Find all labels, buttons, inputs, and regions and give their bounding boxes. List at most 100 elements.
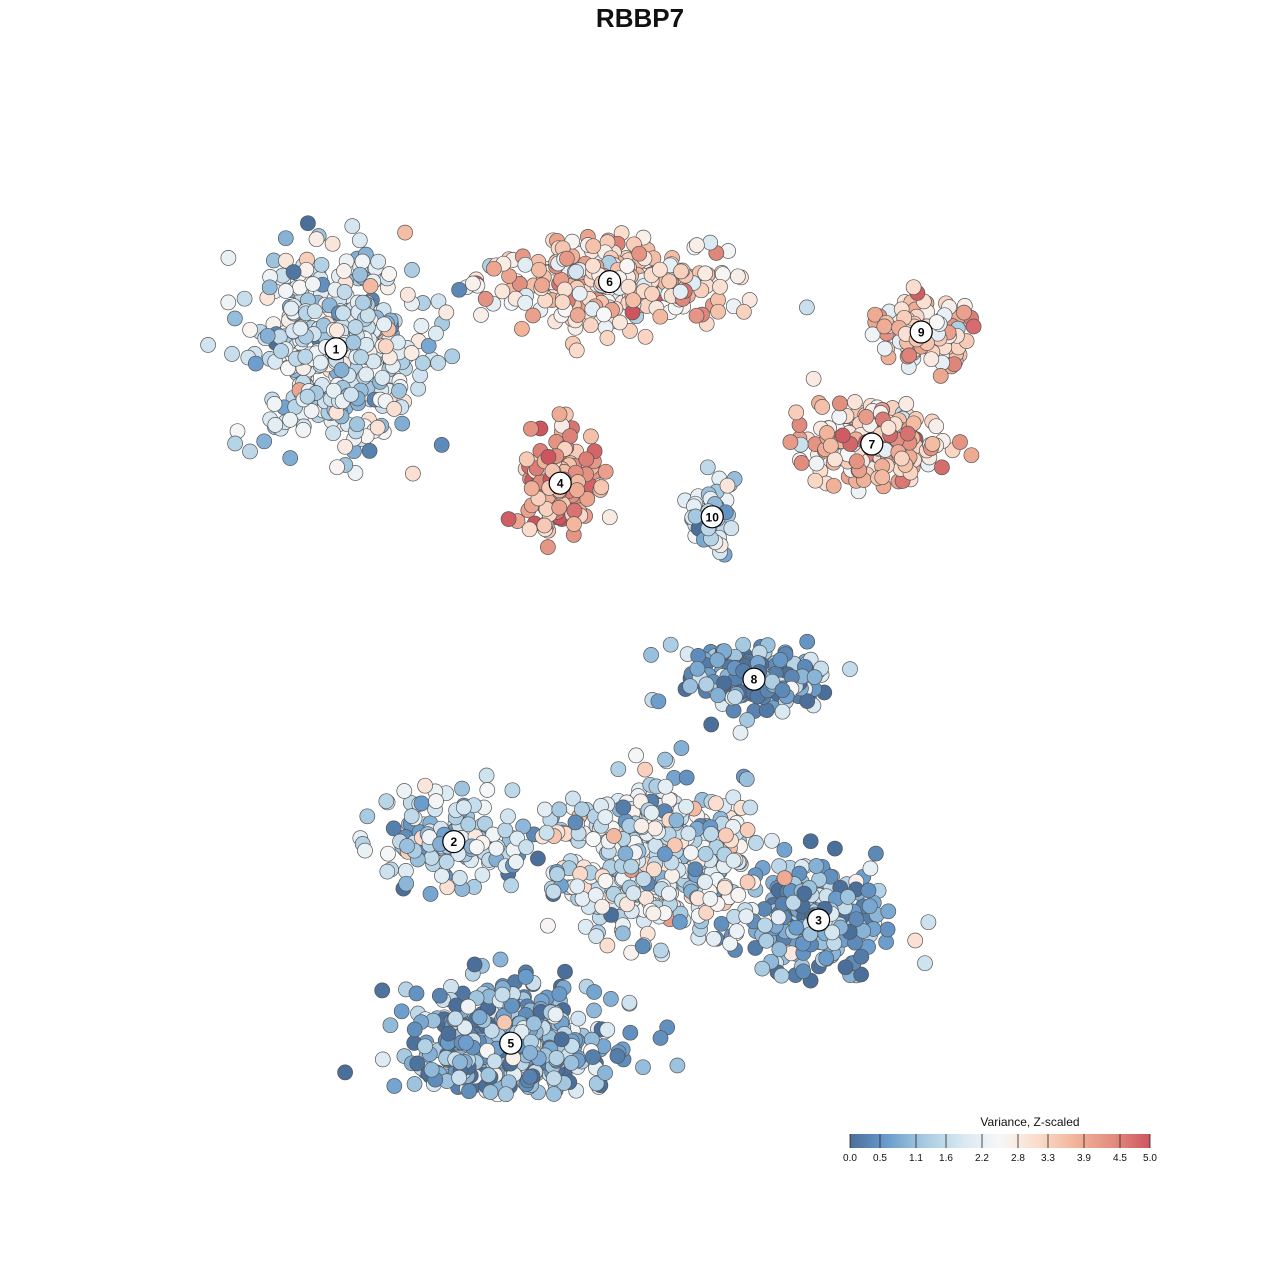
cell-point	[597, 873, 614, 889]
cell-point	[793, 455, 810, 471]
cell-point	[434, 867, 450, 884]
cell-point	[601, 509, 618, 526]
cell-point	[782, 434, 799, 450]
cell-point	[879, 921, 896, 938]
cell-point	[876, 340, 893, 357]
cell-point	[557, 963, 573, 980]
cell-point	[732, 724, 749, 741]
cell-point	[614, 925, 631, 942]
cell-point	[571, 285, 588, 302]
cell-point	[295, 422, 312, 438]
cell-point	[308, 231, 325, 248]
cell-point	[808, 858, 825, 874]
cell-point	[477, 815, 493, 832]
cell-point	[702, 234, 719, 251]
cell-point	[569, 307, 586, 323]
cell-point	[814, 399, 831, 415]
cell-point	[597, 1065, 613, 1081]
cell-point	[689, 237, 705, 253]
cell-point	[523, 480, 540, 497]
cell-point	[545, 883, 562, 900]
cell-point	[517, 256, 534, 273]
cell-point	[588, 928, 605, 944]
cell-point	[200, 337, 216, 353]
cell-point	[568, 263, 584, 280]
cell-point	[403, 345, 420, 361]
cell-point	[498, 1086, 514, 1103]
cell-point	[563, 1055, 580, 1071]
cell-point	[307, 303, 323, 320]
cell-point	[771, 941, 788, 958]
cell-point	[220, 294, 237, 311]
cell-point	[282, 450, 299, 466]
cell-point	[540, 539, 556, 555]
colorbar-tick-label: 5.0	[1143, 1153, 1157, 1164]
cell-point	[461, 1083, 477, 1100]
cluster-label-5: 5	[499, 1031, 523, 1055]
cell-point	[723, 520, 740, 537]
cell-point	[344, 218, 361, 234]
cell-point	[754, 960, 771, 977]
cell-point	[730, 268, 746, 285]
cell-point	[417, 777, 433, 794]
cluster-label-text: 6	[606, 275, 613, 289]
cell-point	[705, 930, 722, 947]
cell-point	[374, 1051, 391, 1068]
cluster-label-circle	[860, 432, 884, 456]
cell-point	[266, 396, 283, 412]
cell-point	[431, 987, 448, 1004]
cell-point	[795, 963, 812, 980]
cell-point	[586, 1002, 602, 1019]
colorbar-gradient	[850, 1134, 1150, 1148]
cluster-label-text: 3	[815, 914, 822, 928]
cluster-label-text: 2	[450, 835, 457, 849]
cell-point	[410, 380, 427, 397]
cell-point	[631, 245, 648, 262]
cell-point	[447, 1010, 464, 1027]
cell-point	[396, 783, 413, 799]
cluster-label-3: 3	[806, 908, 831, 932]
cell-point	[413, 318, 430, 334]
cell-point	[460, 816, 477, 833]
cluster-label-text: 1	[333, 342, 340, 356]
cell-point	[832, 395, 848, 412]
cell-point	[710, 687, 726, 704]
cell-point	[924, 436, 941, 452]
cell-point	[899, 425, 916, 442]
cell-point	[283, 300, 300, 317]
cell-point	[825, 477, 842, 494]
cell-point	[736, 303, 752, 320]
cell-point	[397, 224, 413, 241]
cell-point	[620, 278, 637, 295]
cell-point	[291, 279, 308, 296]
cell-point	[362, 278, 379, 294]
cell-point	[772, 652, 789, 668]
cell-point	[553, 1031, 570, 1048]
cell-point	[386, 401, 403, 417]
cluster-label-circle	[742, 667, 766, 691]
cell-point	[460, 998, 477, 1015]
colorbar-tick-label: 3.9	[1077, 1153, 1091, 1164]
cell-point	[259, 327, 276, 344]
cell-point	[473, 307, 489, 323]
cell-point	[596, 306, 612, 323]
cell-point	[420, 338, 437, 354]
cell-point	[292, 320, 309, 337]
cell-point	[227, 435, 243, 452]
cell-point	[574, 801, 590, 818]
cell-point	[712, 278, 728, 295]
cell-point	[603, 991, 619, 1007]
cell-point	[452, 1054, 468, 1071]
cell-point	[728, 923, 745, 940]
cell-point	[610, 761, 627, 778]
cell-point	[709, 652, 726, 668]
cell-point	[430, 355, 446, 371]
cell-point	[500, 511, 517, 527]
cell-point	[956, 304, 972, 321]
cell-point	[578, 451, 595, 468]
cell-point	[566, 516, 582, 532]
cell-point	[612, 314, 628, 331]
cluster-label-circle	[324, 337, 348, 361]
cell-point	[347, 319, 364, 335]
cell-point	[537, 801, 553, 818]
